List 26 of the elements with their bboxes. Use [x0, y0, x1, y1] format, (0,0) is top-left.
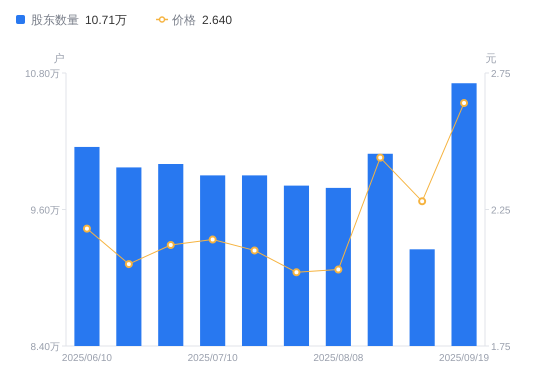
y-tick-label: 8.40万: [30, 342, 60, 353]
legend-label: 价格: [171, 13, 196, 27]
point: [124, 260, 133, 268]
y2-tick-label: 1.75: [491, 342, 511, 353]
y2-tick-label: 2.75: [491, 69, 511, 80]
x-tick-label: 2025/07/10: [188, 353, 238, 364]
point: [166, 240, 175, 249]
point: [208, 236, 217, 244]
text: 2.640: [202, 13, 232, 27]
point: [250, 246, 259, 254]
y-tick-label: 10.80万: [24, 69, 60, 80]
point: [460, 99, 468, 108]
x-tick-label: 2025/08/08: [313, 353, 364, 364]
legend-label: 股东数量: [31, 13, 79, 27]
point: [418, 197, 426, 206]
point: [82, 224, 91, 233]
point: [334, 266, 342, 274]
y2-tick-label: 2.25: [491, 206, 511, 216]
y-tick-label: 9.60万: [30, 206, 60, 216]
x-tick-label: 2025/09/19: [439, 353, 490, 364]
point: [376, 154, 384, 162]
y2-axis-title: 元: [486, 53, 496, 65]
y-axis-title: 户: [54, 52, 64, 65]
x-tick-label: 2025/06/10: [62, 353, 112, 364]
text: 10.71万: [85, 13, 128, 27]
point: [292, 268, 300, 276]
